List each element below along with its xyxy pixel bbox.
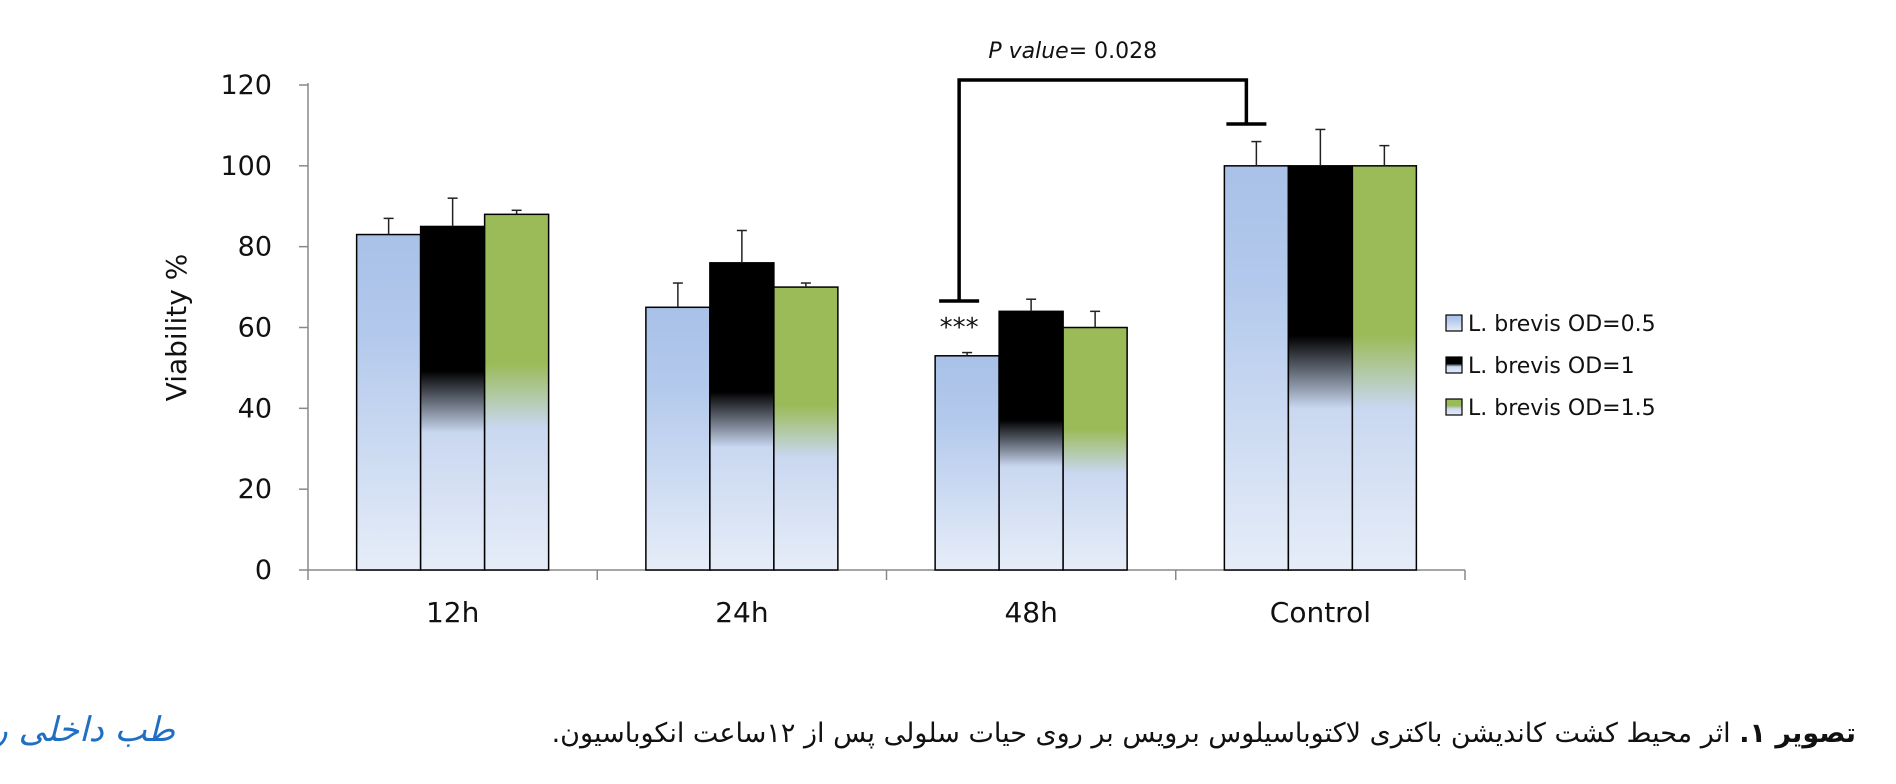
bar xyxy=(645,306,711,571)
caption-text: اثر محیط کشت کاندیشن باکتری لاکتوباسیلوس… xyxy=(551,718,1740,749)
bar xyxy=(1062,326,1128,571)
x-tick-label: 48h xyxy=(1004,596,1057,629)
figure-caption: تصویر ۱. اثر محیط کشت کاندیشن باکتری لاک… xyxy=(552,718,1856,749)
p-value-label-italic: P value xyxy=(988,39,1068,64)
chart-legend: L. brevis OD=0.5 L. brevis OD=1 L. brevis … xyxy=(1445,312,1656,421)
bar xyxy=(709,262,775,571)
legend-swatch xyxy=(1445,314,1463,332)
y-tick-label: 40 xyxy=(238,393,272,424)
bar xyxy=(1287,165,1354,571)
p-value-label-number: = 0.028 xyxy=(1069,39,1157,64)
y-tick-label: 100 xyxy=(220,151,272,182)
y-tick-label: 120 xyxy=(220,70,272,101)
x-tick-label: 24h xyxy=(715,596,768,629)
legend-label: L. brevis OD=1.5 xyxy=(1468,396,1656,421)
bar xyxy=(773,286,839,571)
bar xyxy=(483,213,550,571)
x-tick-label: 12h xyxy=(426,596,479,629)
y-tick-label: 20 xyxy=(238,474,272,505)
legend-label: L. brevis OD=1 xyxy=(1468,354,1635,379)
bar xyxy=(355,233,422,571)
y-axis-title: Viability % xyxy=(160,254,193,402)
p-value-label: P value= 0.028 xyxy=(988,39,1157,64)
significance-marker: *** xyxy=(940,313,979,343)
legend-swatch xyxy=(1445,356,1463,374)
chart-bars xyxy=(355,128,1418,571)
legend-label: L. brevis OD=0.5 xyxy=(1468,312,1656,337)
caption-figure-number: تصویر ۱. xyxy=(1739,718,1856,749)
y-tick-label: 60 xyxy=(238,313,272,344)
bar xyxy=(1223,165,1290,571)
y-tick-label: 0 xyxy=(255,555,272,586)
chart-axes: 0 20 40 60 80 100 120 12h 24h 48h Control Viability… xyxy=(160,70,1466,629)
legend-swatch xyxy=(1445,398,1463,416)
bar xyxy=(998,310,1064,571)
bar xyxy=(419,225,486,571)
bar xyxy=(934,355,1000,571)
bar xyxy=(1351,165,1418,571)
x-tick-label: Control xyxy=(1270,596,1371,629)
significance-bracket xyxy=(957,78,1249,301)
chart-annotations: *** P value= 0.028 xyxy=(939,39,1267,343)
journal-logo: طب داخلی روزانه xyxy=(0,710,175,750)
y-tick-label: 80 xyxy=(238,232,272,263)
bar-chart: 0 20 40 60 80 100 120 12h 24h 48h Control Viability… xyxy=(160,39,1656,629)
